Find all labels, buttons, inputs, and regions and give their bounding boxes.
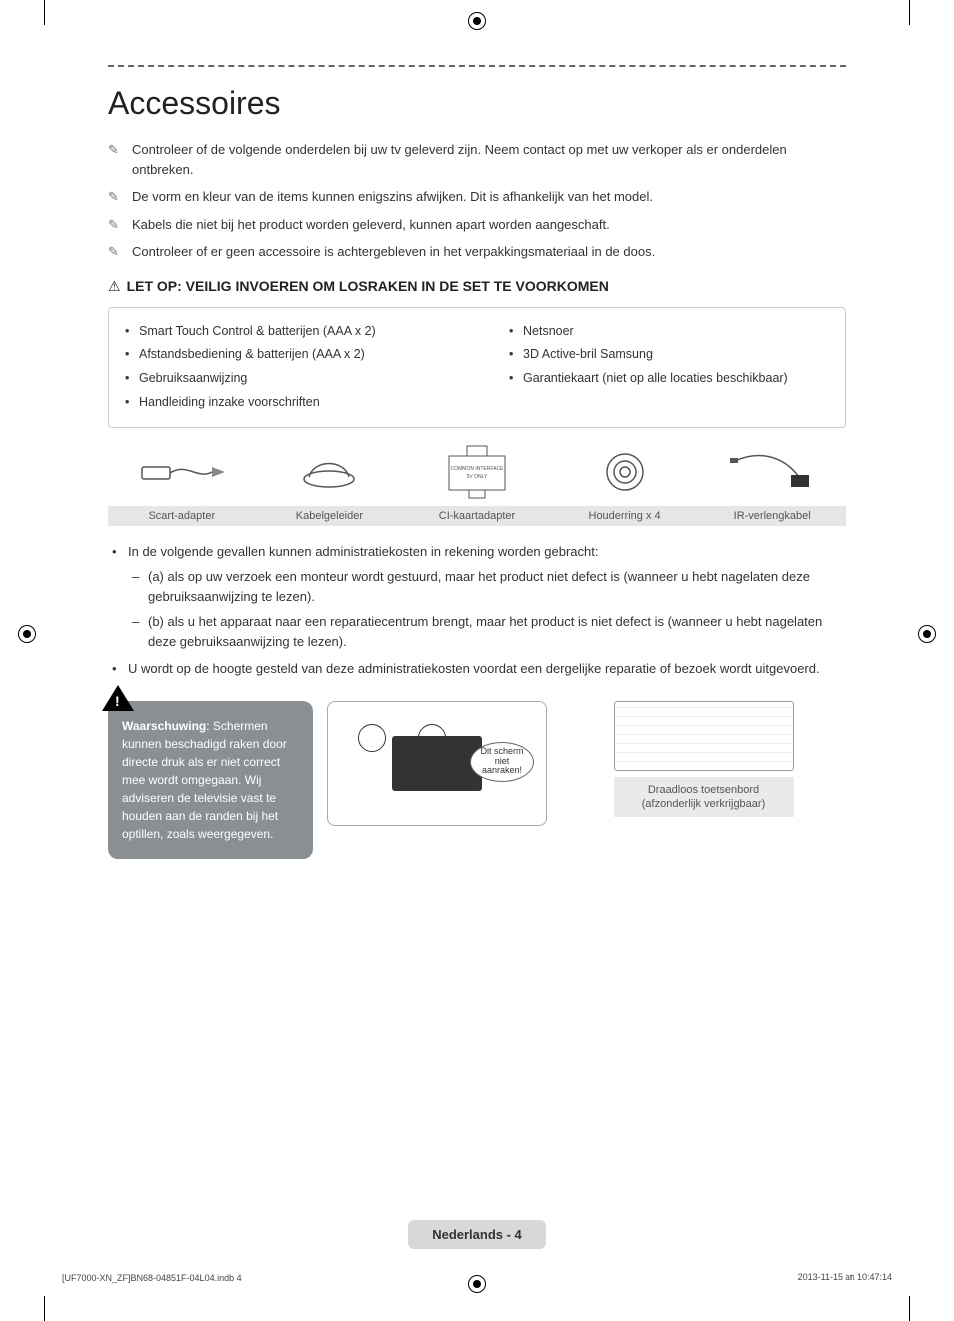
keyboard-column: Draadloos toetsenbord (afzonderlijk verk… [561, 701, 846, 818]
accessory-ci-adapter: COMMON INTERFACE 5V ONLY [403, 442, 551, 506]
text: Dit scherm [480, 746, 523, 756]
registration-mark [18, 625, 36, 643]
note-item: Kabels die niet bij het product worden g… [108, 215, 846, 235]
registration-mark [918, 625, 936, 643]
items-column-right: Netsnoer 3D Active-bril Samsung Garantie… [507, 320, 831, 415]
note-item: De vorm en kleur van de items kunnen eni… [108, 187, 846, 207]
accessory-holder-ring [551, 442, 699, 506]
imprint-left: [UF7000-XN_ZF]BN68-04851F-04L04.indb 4 [62, 1273, 242, 1283]
item: Handleiding inzake voorschriften [123, 391, 447, 415]
item: 3D Active-bril Samsung [507, 343, 831, 367]
item: Netsnoer [507, 320, 831, 344]
text: niet aanraken! [482, 756, 522, 776]
warning-text: : Schermen kunnen beschadigd raken door … [122, 719, 287, 841]
do-not-touch-label: Dit scherm niet aanraken! [470, 742, 534, 782]
tv-icon [392, 736, 482, 791]
warning-icon [102, 685, 134, 711]
notes-list: Controleer of de volgende onderdelen bij… [108, 140, 846, 262]
keyboard-figure [614, 701, 794, 771]
accessory-label: Kabelgeleider [256, 506, 404, 526]
svg-text:5V ONLY: 5V ONLY [467, 474, 488, 480]
page-title: Accessoires [108, 85, 846, 122]
accessory-ir-cable [698, 442, 846, 506]
text: (afzonderlijk verkrijgbaar) [642, 798, 766, 810]
person-icon [358, 724, 386, 752]
caution-heading: LET OP: VEILIG INVOEREN OM LOSRAKEN IN D… [108, 278, 846, 295]
keyboard-caption: Draadloos toetsenbord (afzonderlijk verk… [614, 777, 794, 818]
crop-mark [44, 0, 45, 25]
divider [108, 65, 846, 67]
crop-mark [44, 1296, 45, 1321]
page-content: Accessoires Controleer of de volgende on… [108, 65, 846, 899]
accessory-label: CI-kaartadapter [403, 506, 551, 526]
cable-guide-icon [294, 449, 364, 494]
svg-text:COMMON INTERFACE: COMMON INTERFACE [451, 466, 504, 472]
holder-ring-icon [595, 447, 655, 497]
imprint-right: 2013-11-15 ㏂ 10:47:14 [798, 1270, 892, 1283]
accessory-cable-guide [256, 442, 404, 506]
footer-badge: Nederlands - 4 [408, 1220, 546, 1249]
carry-tv-figure: Dit scherm niet aanraken! [327, 701, 547, 826]
accessory-label-bar: Scart-adapter Kabelgeleider CI-kaartadap… [108, 506, 846, 526]
scart-adapter-icon [137, 452, 227, 492]
admin-cost-intro: In de volgende gevallen kunnen administr… [108, 542, 846, 652]
warning-bold: Waarschuwing [122, 719, 206, 733]
crop-mark [909, 0, 910, 25]
warning-row: Waarschuwing: Schermen kunnen beschadigd… [108, 701, 846, 859]
accessory-label: Scart-adapter [108, 506, 256, 526]
warning-card: Waarschuwing: Schermen kunnen beschadigd… [108, 701, 313, 859]
admin-cost-sub: (a) als op uw verzoek een monteur wordt … [128, 567, 846, 606]
crop-mark [909, 1296, 910, 1321]
note-item: Controleer of er geen accessoire is acht… [108, 242, 846, 262]
note-item: Controleer of de volgende onderdelen bij… [108, 140, 846, 179]
page-footer: Nederlands - 4 [0, 1220, 954, 1249]
item: Gebruiksaanwijzing [123, 367, 447, 391]
text: Draadloos toetsenbord [648, 784, 759, 796]
admin-cost-list: In de volgende gevallen kunnen administr… [108, 542, 846, 679]
admin-cost-sub: (b) als u het apparaat naar een reparati… [128, 612, 846, 651]
accessory-label: IR-verlengkabel [698, 506, 846, 526]
item: Garantiekaart (niet op alle locaties bes… [507, 367, 831, 391]
items-column-left: Smart Touch Control & batterijen (AAA x … [123, 320, 447, 415]
registration-mark [468, 12, 486, 30]
accessory-scart [108, 442, 256, 506]
text: In de volgende gevallen kunnen administr… [128, 544, 598, 559]
item: Afstandsbediening & batterijen (AAA x 2) [123, 343, 447, 367]
admin-cost-outro: U wordt op de hoogte gesteld van deze ad… [108, 659, 846, 679]
included-items-box: Smart Touch Control & batterijen (AAA x … [108, 307, 846, 428]
registration-mark [468, 1275, 486, 1293]
ci-adapter-icon: COMMON INTERFACE 5V ONLY [437, 444, 517, 499]
accessory-figures-row: COMMON INTERFACE 5V ONLY [108, 442, 846, 506]
ir-cable-icon [727, 449, 817, 494]
item: Smart Touch Control & batterijen (AAA x … [123, 320, 447, 344]
accessory-label: Houderring x 4 [551, 506, 699, 526]
